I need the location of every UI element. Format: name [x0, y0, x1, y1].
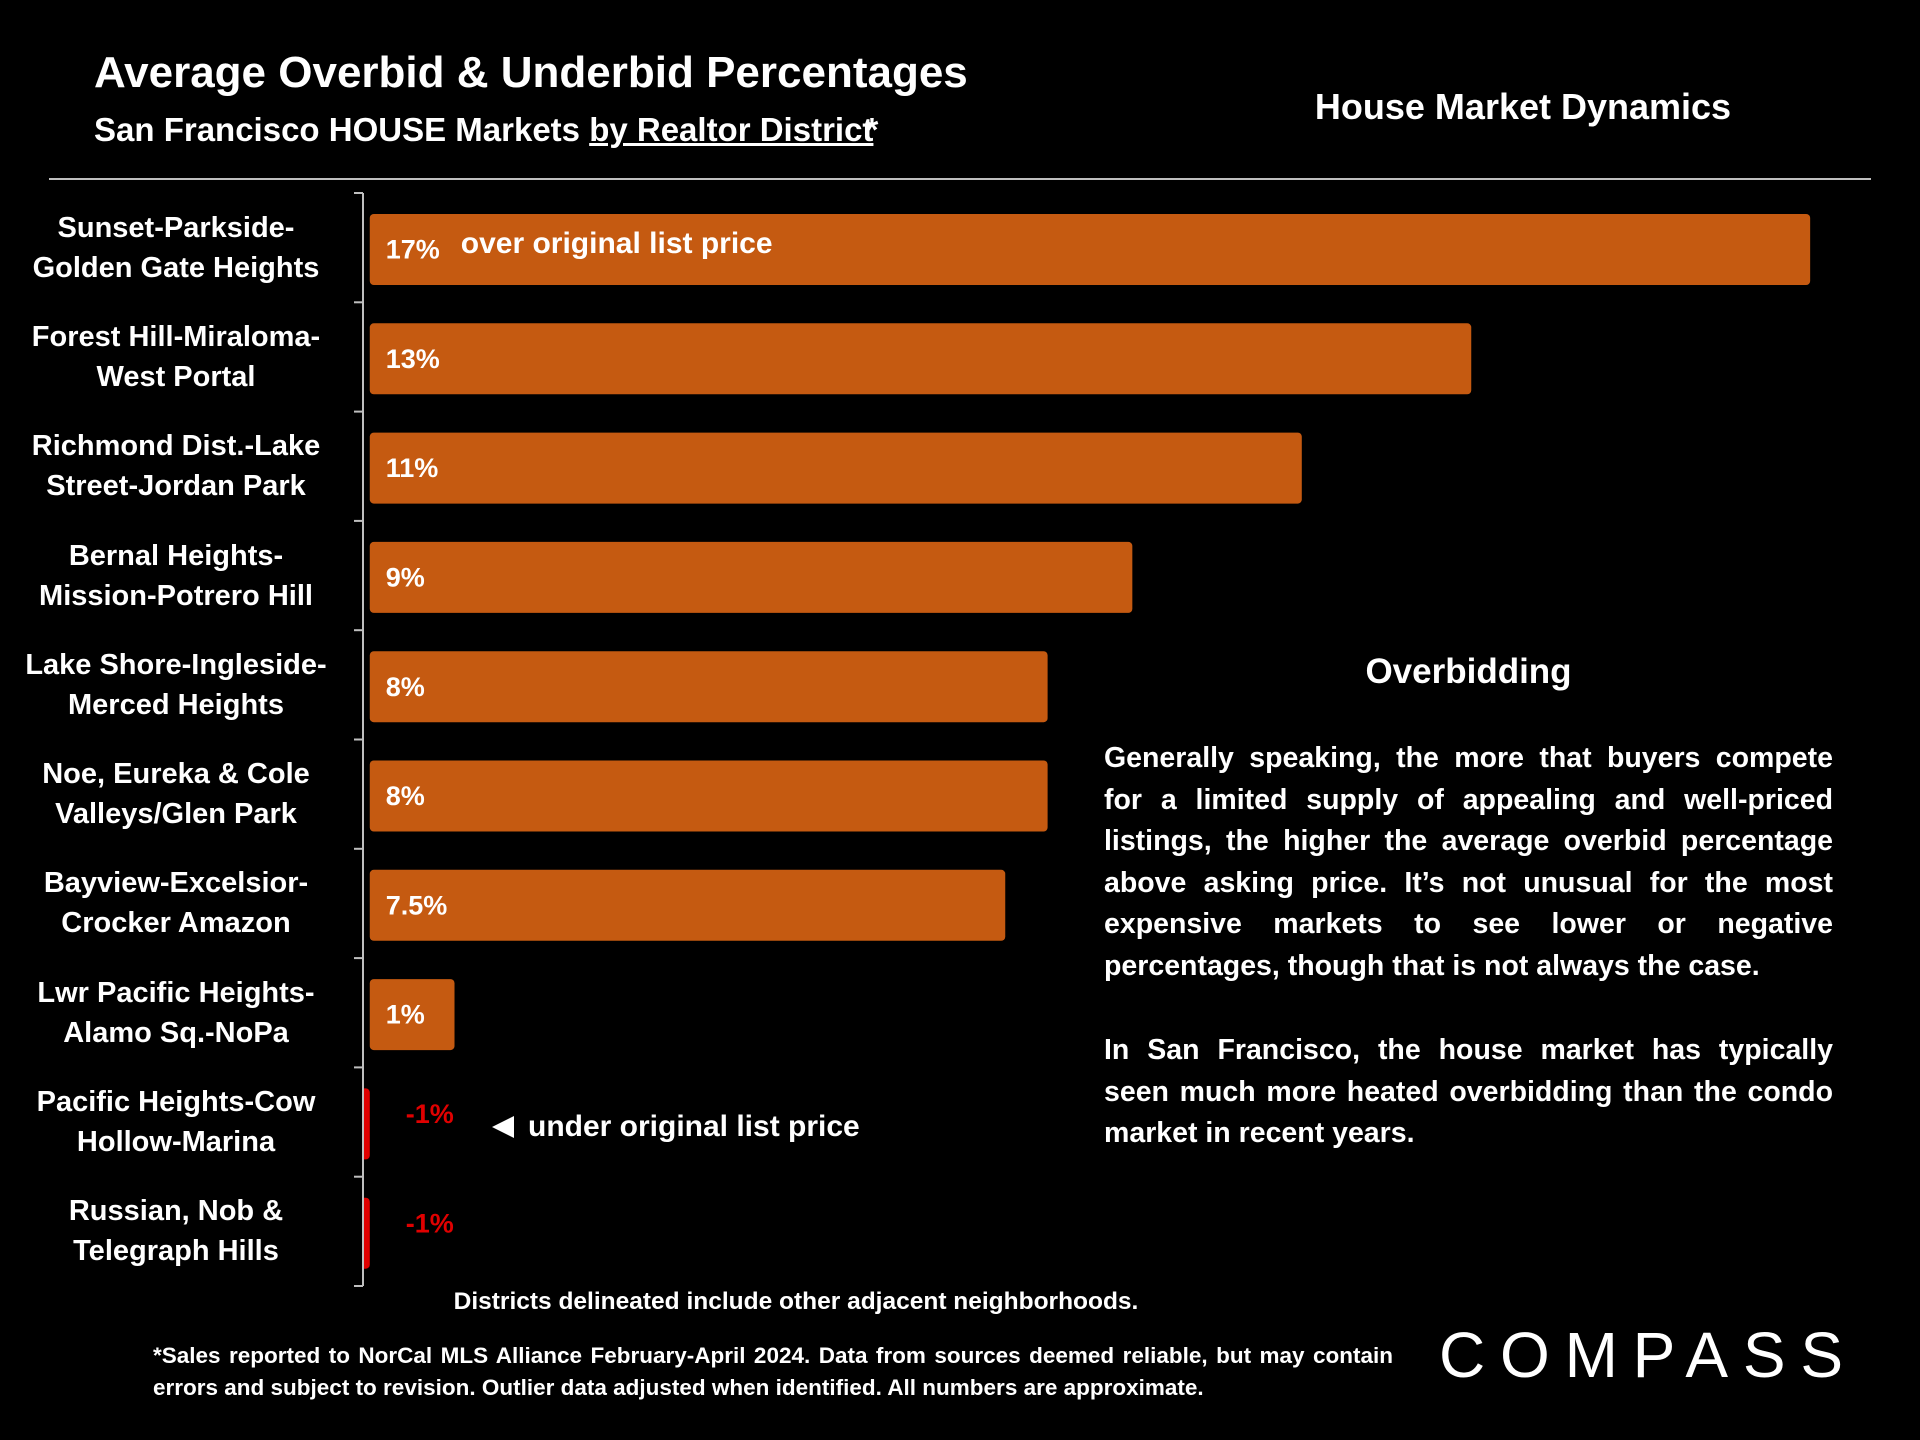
category-label: Forest Hill-Miraloma- West Portal	[31, 320, 321, 393]
bar	[369, 214, 1811, 285]
category-label: Lake Shore-Ingleside- Merced Heights	[25, 648, 327, 721]
category-label: Bernal Heights- Mission-Potrero Hill	[39, 539, 313, 612]
value-label: 8%	[386, 781, 425, 811]
panel-paragraph: In San Francisco, the house market has t…	[1104, 1034, 1833, 1150]
subtitle-mark: *	[865, 111, 879, 148]
value-label: 7.5%	[386, 890, 448, 920]
value-label: -1%	[406, 1099, 454, 1129]
category-label: Pacific Heights-Cow Hollow-Marina	[36, 1086, 316, 1159]
category-label: Bayview-Excelsior- Crocker Amazon	[43, 867, 309, 940]
chart-subtitle: San Francisco HOUSE Markets by Realtor D…	[94, 111, 878, 149]
subtitle-underlined: by Realtor District	[589, 111, 874, 148]
bar	[369, 432, 1302, 504]
category-label: Russian, Nob & Telegraph Hills	[68, 1195, 284, 1268]
panel-paragraph: Generally speaking, the more that buyers…	[1104, 742, 1833, 982]
value-label: 1%	[386, 1000, 425, 1030]
note: Districts delineated include other adjac…	[453, 1288, 1139, 1315]
bar	[363, 1088, 370, 1160]
category-label: Sunset-Parkside- Golden Gate Heights	[32, 211, 320, 284]
value-label: 9%	[386, 563, 425, 593]
bar	[369, 651, 1048, 723]
logo: COMPASS	[1439, 1319, 1843, 1391]
bar	[369, 541, 1133, 613]
bar	[369, 760, 1048, 832]
category-label: Lwr Pacific Heights- Alamo Sq.-NoPa	[37, 976, 315, 1049]
annotation-over: over original list price	[461, 227, 773, 260]
value-label: -1%	[406, 1208, 454, 1238]
value-label: 8%	[386, 672, 425, 702]
side-title: House Market Dynamics	[1314, 86, 1732, 127]
panel-heading: Overbidding	[1365, 652, 1572, 691]
bar	[363, 1197, 370, 1269]
category-label: Noe, Eureka & Cole Valleys/Glen Park	[42, 758, 310, 831]
bar	[369, 979, 455, 1051]
annotation-under: under original list price	[528, 1110, 860, 1143]
bar	[369, 869, 1006, 941]
value-label: 17%	[386, 235, 440, 265]
bar	[369, 323, 1472, 395]
footnote: *Sales reported to NorCal MLS Alliance F…	[153, 1343, 1393, 1400]
value-label: 11%	[386, 453, 439, 483]
category-label: Richmond Dist.-Lake Street-Jordan Park	[31, 430, 321, 503]
arrow	[492, 1116, 514, 1138]
bar-group	[363, 214, 1811, 1269]
subtitle-text: San Francisco HOUSE Markets	[94, 111, 581, 148]
chart-title: Average Overbid & Underbid Percentages	[94, 48, 968, 97]
value-label: 13%	[386, 344, 440, 374]
